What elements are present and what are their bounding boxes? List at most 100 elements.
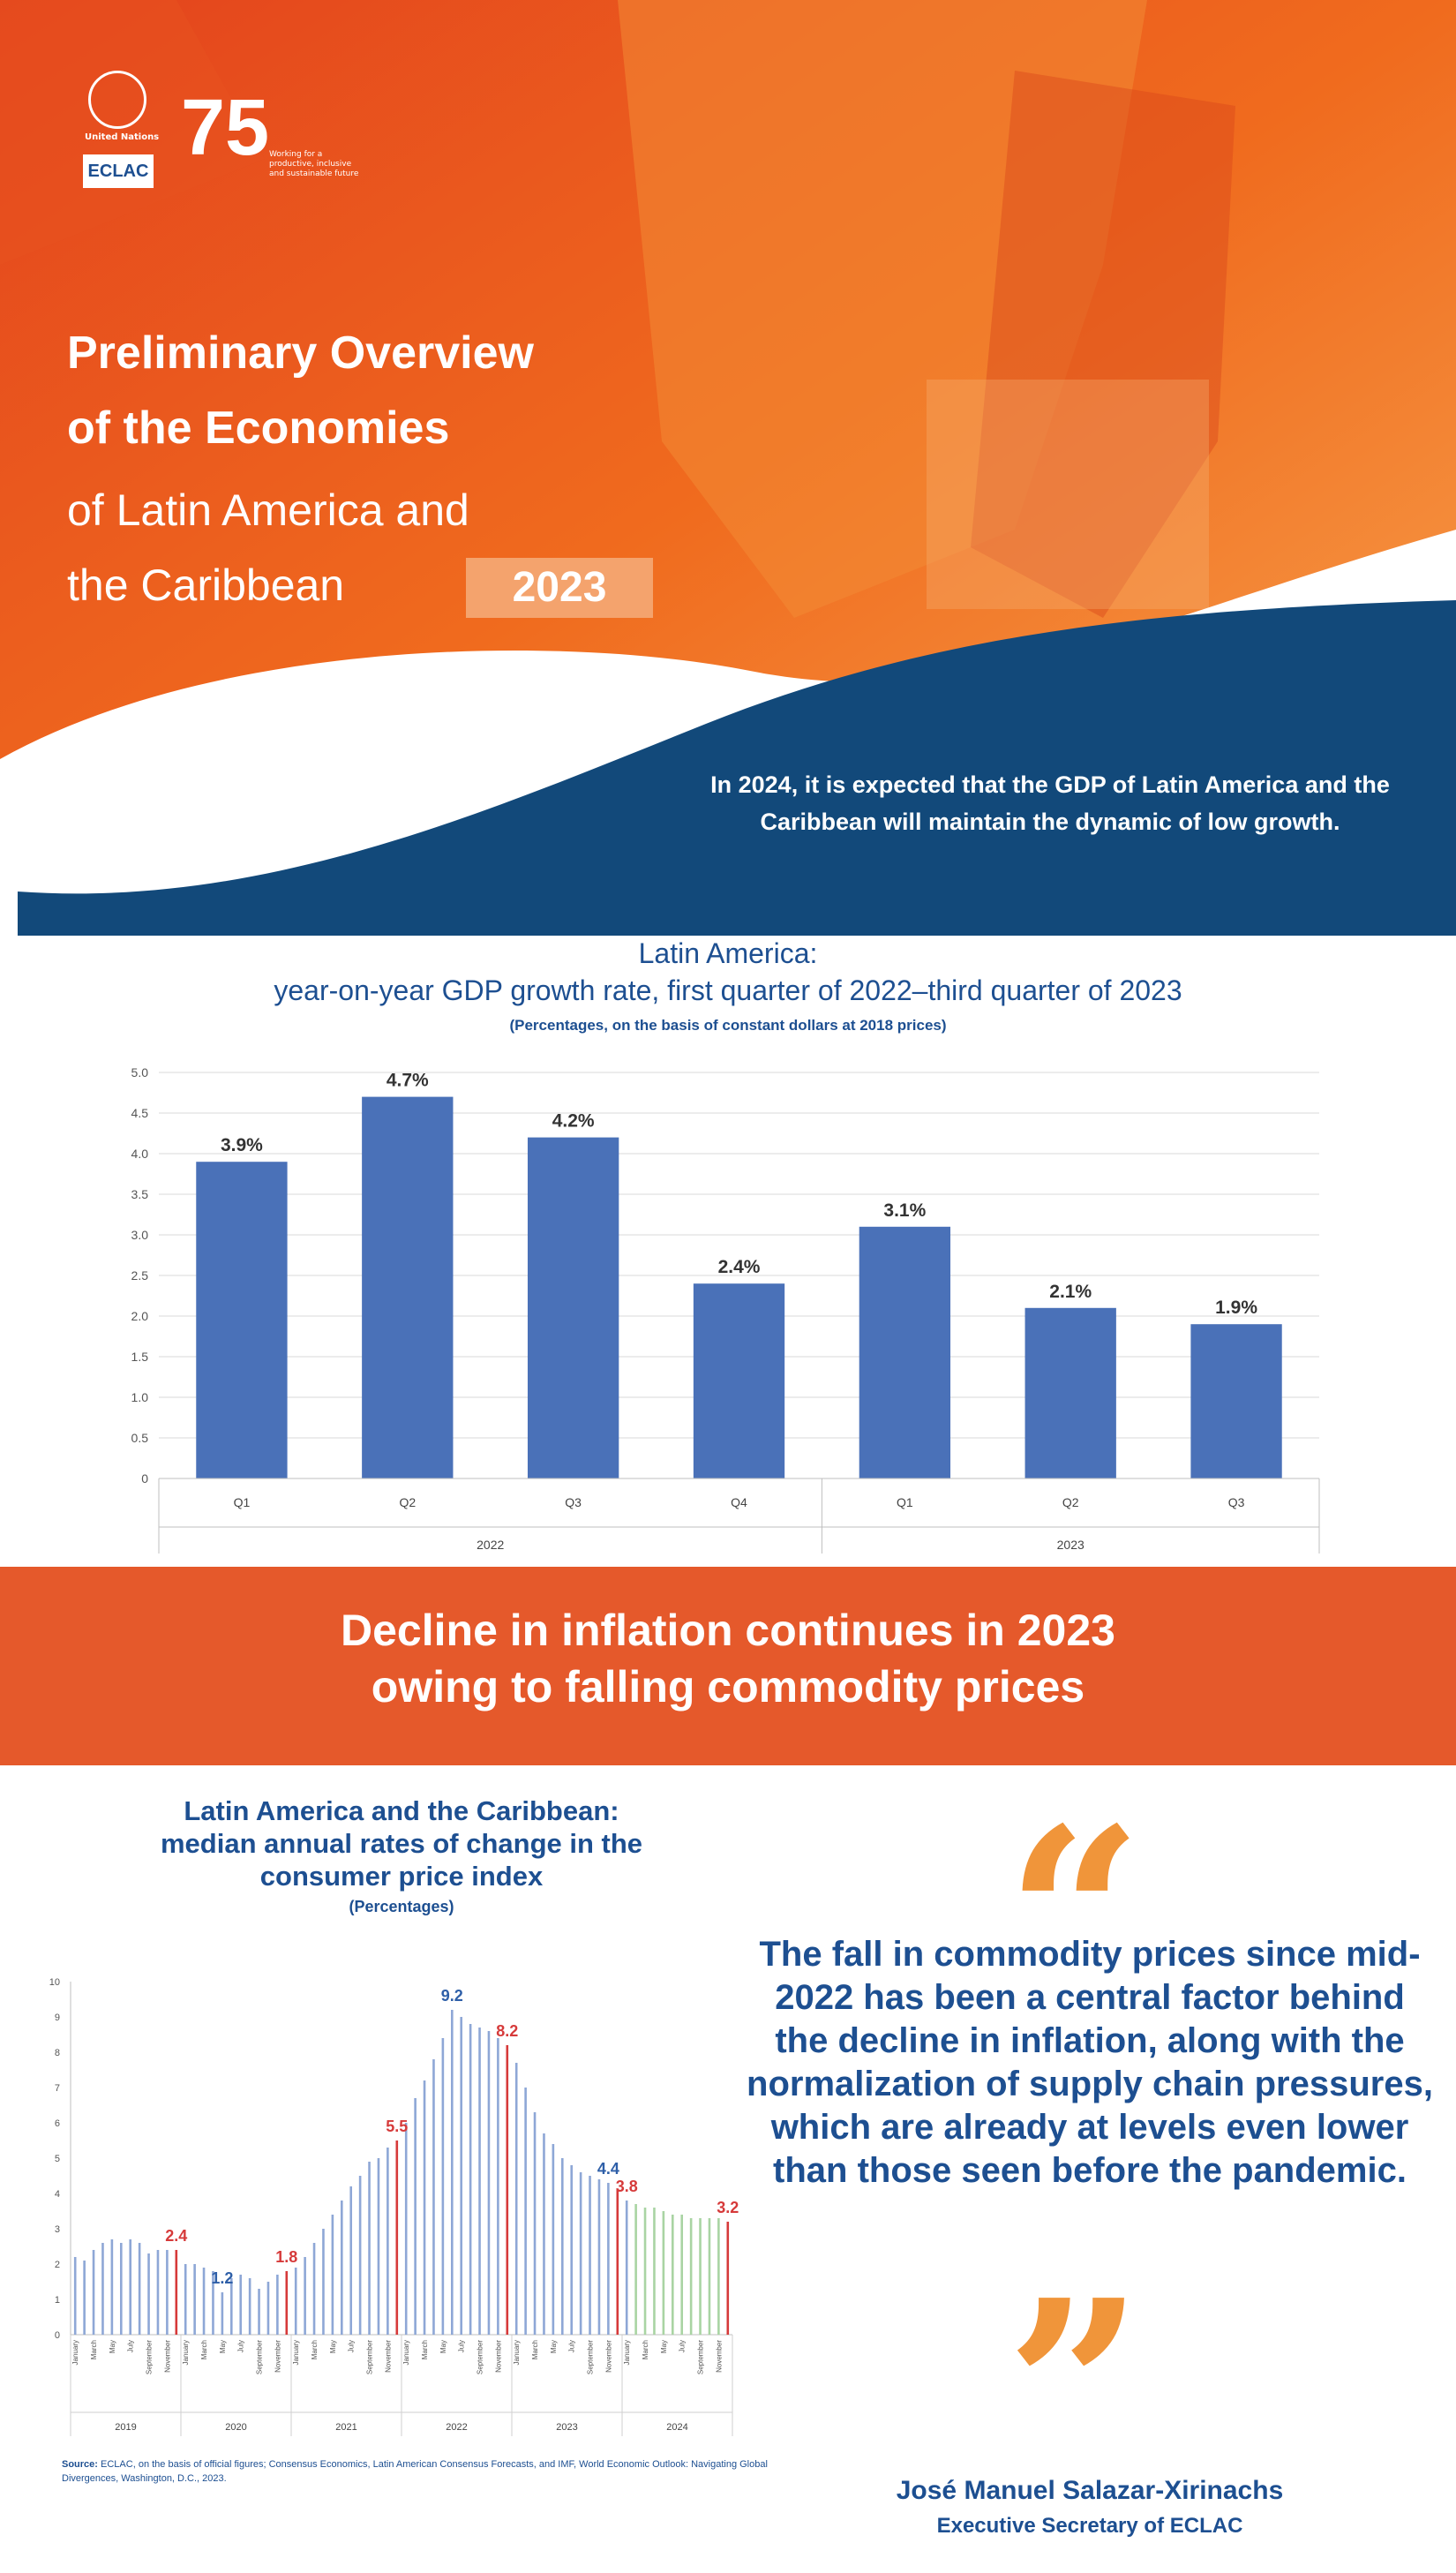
x-month-label: May — [660, 2340, 668, 2353]
x-tick-label: Q2 — [1062, 1495, 1079, 1509]
page-title-line2: of the Economies — [67, 403, 450, 454]
gdp-outlook-note: In 2024, it is expected that the GDP of … — [710, 771, 1390, 835]
x-month-label: September — [697, 2340, 705, 2374]
x-month-label: May — [550, 2340, 558, 2353]
x-month-label: May — [219, 2340, 227, 2353]
x-month-label: November — [715, 2340, 723, 2373]
quote-text: The fall in commodity prices since mid-2… — [747, 1935, 1433, 2190]
source-label: Source: — [62, 2459, 98, 2470]
y-tick-label: 0.5 — [131, 1431, 149, 1445]
x-month-label: January — [623, 2340, 631, 2365]
y-tick-label: 2.5 — [131, 1268, 149, 1283]
inflation-banner — [0, 1567, 1456, 1765]
gdp-bar — [1024, 1307, 1116, 1478]
gdp-data-label: 4.2% — [552, 1111, 595, 1132]
x-month-label: July — [679, 2340, 687, 2352]
x-year-label: 2023 — [556, 2422, 577, 2433]
x-month-label: January — [182, 2340, 190, 2365]
quote-author-role: Executive Secretary of ECLAC — [936, 2514, 1243, 2538]
x-month-label: March — [200, 2340, 208, 2359]
x-tick-label: Q1 — [234, 1495, 251, 1509]
y-tick-label: 3.5 — [131, 1187, 149, 1201]
x-month-label: March — [531, 2340, 539, 2359]
x-year-label: 2021 — [335, 2422, 356, 2433]
x-month-label: July — [127, 2340, 135, 2352]
gdp-data-label: 3.1% — [883, 1200, 926, 1221]
anniversary-logo: 75 — [181, 84, 270, 172]
y-tick-label: 1 — [55, 2295, 60, 2306]
y-tick-label: 1.5 — [131, 1350, 149, 1364]
hero-section: United Nations ECLAC 75 Working for a pr… — [0, 0, 1456, 962]
y-tick-label: 8 — [55, 2048, 60, 2058]
chart-source: Source: ECLAC, on the basis of official … — [62, 2457, 785, 2486]
cpi-data-label: 2.4 — [165, 2227, 187, 2245]
gdp-data-label: 1.9% — [1215, 1298, 1257, 1318]
x-month-label: July — [348, 2340, 356, 2352]
cpi-bar-chart: 0 1 2 3 4 5 6 7 8 9 10 2.4 1.2 1.8 5.5 9.2 8.2 4.43.8 3.2 J… — [49, 1977, 739, 2436]
cpi-data-label: 9.2 — [441, 1987, 463, 2005]
y-tick-label: 7 — [55, 2083, 60, 2094]
x-year-label: 2024 — [666, 2422, 687, 2433]
y-tick-label: 0 — [55, 2330, 60, 2341]
x-month-label: September — [366, 2340, 374, 2374]
y-tick-label: 4.0 — [131, 1147, 149, 1161]
x-month-label: July — [458, 2340, 466, 2352]
y-tick-label: 4.5 — [131, 1106, 149, 1120]
x-month-label: November — [604, 2340, 612, 2373]
gdp-data-label: 2.1% — [1049, 1282, 1092, 1302]
hero-background — [0, 0, 1456, 962]
x-month-label: May — [329, 2340, 337, 2353]
y-tick-label: 4 — [55, 2189, 60, 2200]
x-tick-label: Q3 — [1228, 1495, 1245, 1509]
gdp-data-label: 3.9% — [221, 1135, 263, 1155]
x-month-label: September — [477, 2340, 484, 2374]
x-month-label: May — [109, 2340, 116, 2353]
cpi-chart-title-line2: median annual rates of change in the — [160, 1828, 643, 1859]
x-group-label: 2022 — [477, 1538, 504, 1552]
cpi-data-label: 1.8 — [275, 2248, 297, 2266]
cpi-chart-note: (Percentages) — [349, 1898, 454, 1915]
cpi-chart-title-line1: Latin America and the Caribbean: — [184, 1795, 619, 1826]
x-month-label: September — [587, 2340, 595, 2374]
anniversary-tagline: Working for a productive, inclusive and … — [269, 150, 359, 178]
gdp-chart-title: Latin America: — [638, 937, 818, 969]
inflation-banner-line1: Decline in inflation continues in 2023 — [341, 1606, 1115, 1655]
x-month-label: January — [292, 2340, 300, 2365]
cpi-data-label: 1.2 — [211, 2269, 233, 2287]
cpi-data-label: 3.8 — [616, 2178, 638, 2195]
y-tick-label: 5 — [55, 2154, 60, 2164]
close-quote-icon: ” — [1006, 2247, 1144, 2528]
gdp-bar — [362, 1096, 454, 1478]
x-month-label: November — [494, 2340, 502, 2373]
x-tick-label: Q1 — [897, 1495, 913, 1509]
page-title-line3: of Latin America and — [67, 485, 469, 535]
gdp-bar — [693, 1283, 785, 1478]
x-month-label: March — [311, 2340, 319, 2359]
gdp-bar — [859, 1226, 951, 1478]
y-tick-label: 3 — [55, 2224, 60, 2235]
x-month-label: September — [256, 2340, 264, 2374]
gdp-bar — [1190, 1324, 1282, 1478]
eclac-logo: ECLAC — [83, 154, 154, 188]
x-month-label: January — [402, 2340, 410, 2365]
cpi-data-label: 8.2 — [496, 2022, 518, 2040]
x-tick-label: Q2 — [399, 1495, 416, 1509]
quote-author: José Manuel Salazar-Xirinachs — [896, 2476, 1284, 2505]
x-year-label: 2019 — [115, 2422, 136, 2433]
y-tick-label: 0 — [141, 1471, 148, 1486]
x-month-label: November — [274, 2340, 281, 2373]
x-month-label: March — [90, 2340, 98, 2359]
open-quote-icon: “ — [1006, 1775, 1144, 2056]
x-year-label: 2022 — [446, 2422, 467, 2433]
x-month-label: July — [568, 2340, 576, 2352]
x-month-label: November — [163, 2340, 171, 2373]
y-tick-label: 10 — [49, 1977, 60, 1988]
x-month-label: September — [146, 2340, 154, 2374]
gdp-data-label: 4.7% — [387, 1071, 429, 1091]
x-month-label: November — [384, 2340, 392, 2373]
page-title-line4: the Caribbean — [67, 560, 345, 610]
un-label: United Nations — [85, 132, 160, 142]
gdp-bar-chart: 0 0.5 1.0 1.5 2.0 2.5 3.0 3.5 4.0 4.5 5.0 3.9% Q1 4.7… — [131, 1065, 1320, 1554]
cpi-data-label: 3.2 — [717, 2199, 739, 2216]
x-month-label: March — [642, 2340, 649, 2359]
